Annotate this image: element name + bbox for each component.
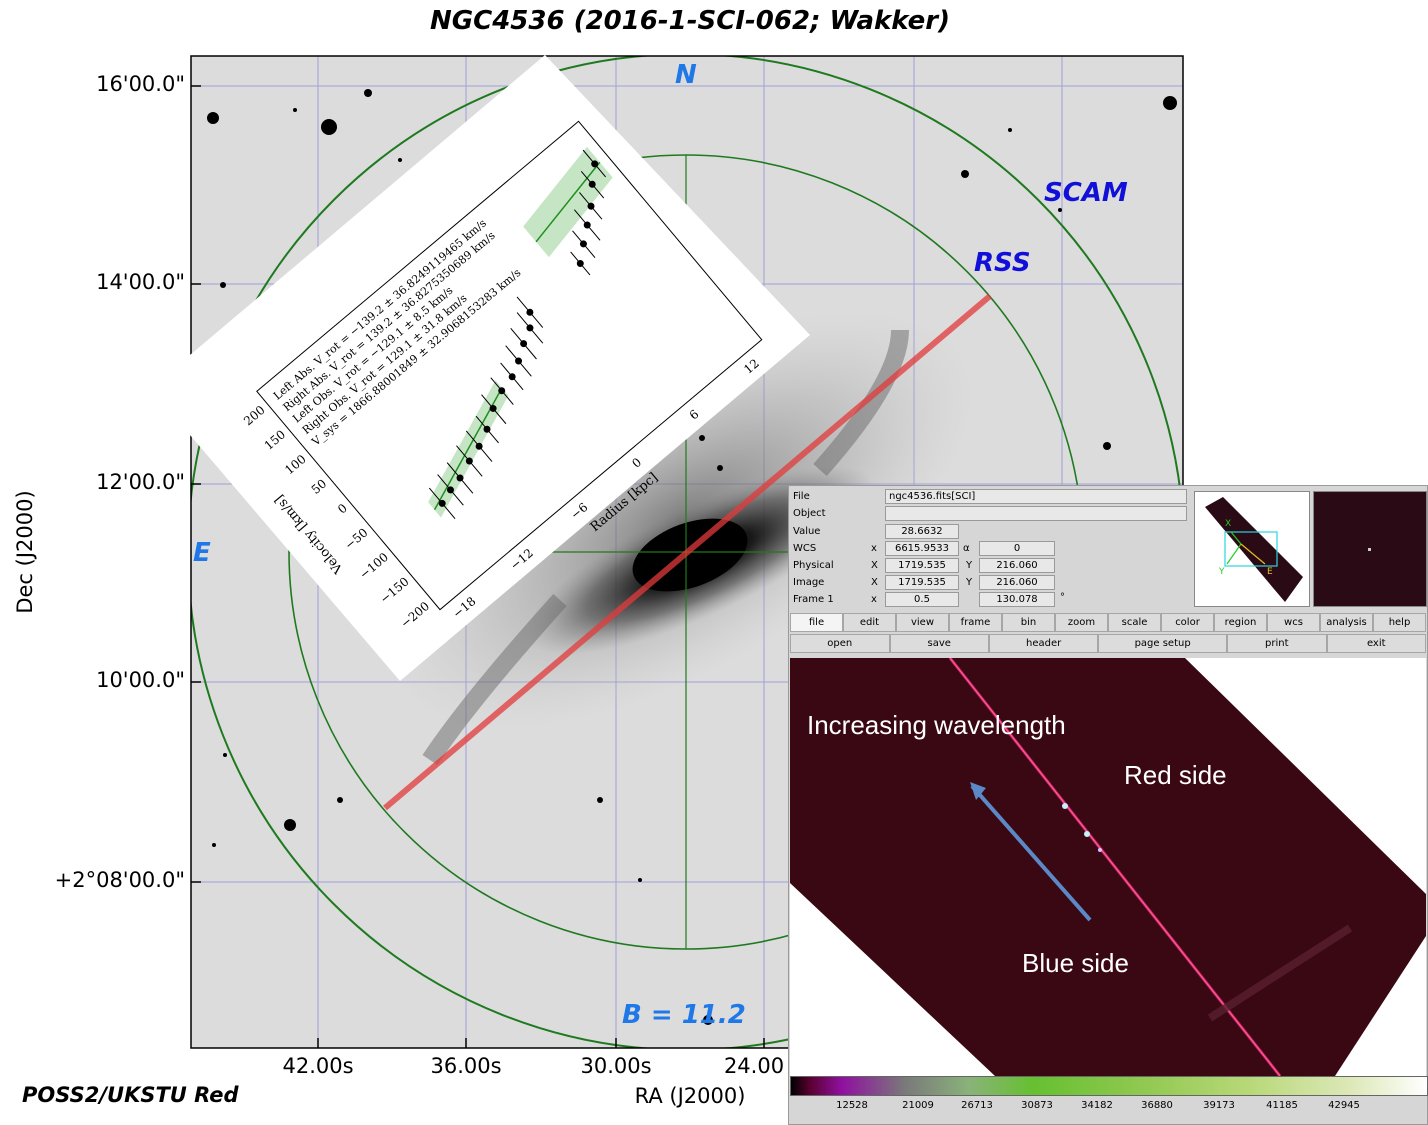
wcs-label: WCS	[793, 543, 817, 554]
print-button[interactable]: print	[1227, 634, 1327, 653]
rss-label: RSS	[974, 248, 1031, 278]
ds9-menu-bar: file edit view frame bin zoom scale colo…	[790, 613, 1426, 632]
physical-x-axis: X	[871, 560, 878, 571]
menu-zoom-button[interactable]: zoom	[1055, 613, 1108, 632]
x-tick-label: 24.00	[723, 1054, 785, 1078]
axis-ticks	[191, 85, 765, 1048]
x-axis-label: RA (J2000)	[634, 1084, 746, 1108]
menu-scale-button[interactable]: scale	[1108, 613, 1161, 632]
wcs-x-field: 6615.9533	[885, 541, 959, 556]
menu-analysis-button[interactable]: analysis	[1320, 613, 1373, 632]
wcs-alpha-symbol: α	[963, 543, 970, 554]
y-tick-label: +2°08'00.0"	[54, 868, 185, 892]
image-x-axis: X	[871, 577, 878, 588]
image-y-field: 216.060	[979, 575, 1055, 590]
wcs-x-axis: x	[871, 543, 877, 554]
ds9-submenu-bar: open save header page setup print exit	[790, 634, 1426, 653]
wcs-y-field: 0	[979, 541, 1055, 556]
object-label: Object	[793, 508, 826, 519]
magnitude-label: B = 11.2	[622, 1000, 746, 1030]
file-field: ngc4536.fits[SCI]	[885, 489, 1187, 504]
save-button[interactable]: save	[889, 634, 989, 653]
stars	[207, 89, 1177, 1025]
rss-slit	[383, 293, 992, 811]
menu-frame-button[interactable]: frame	[949, 613, 1002, 632]
colorbar-tick: 41185	[1266, 1100, 1298, 1111]
scam-label: SCAM	[1044, 178, 1128, 208]
image-label: Image	[793, 577, 825, 588]
ds9-window: File ngc4536.fits[SCI] Object Value 28.6…	[788, 485, 1428, 1125]
value-label: Value	[793, 526, 821, 537]
x-tick-label: 36.00s	[430, 1054, 502, 1078]
object-field	[885, 506, 1187, 521]
frame-x-axis: x	[871, 594, 877, 605]
frame-zoom-field: 0.5	[885, 592, 959, 607]
colorbar-tick: 26713	[961, 1100, 993, 1111]
blue-side-label: Blue side	[1022, 948, 1129, 978]
inset-plot-frame	[256, 120, 763, 611]
y-tick-label: 14'00.0"	[96, 270, 185, 294]
menu-help-button[interactable]: help	[1373, 613, 1426, 632]
menu-color-button[interactable]: color	[1161, 613, 1214, 632]
open-button[interactable]: open	[790, 634, 890, 653]
y-tick-label: 16'00.0"	[96, 72, 185, 96]
x-tick-label: 30.00s	[580, 1054, 652, 1078]
colorbar-tick: 12528	[836, 1100, 868, 1111]
menu-file-button[interactable]: file	[790, 613, 843, 632]
increasing-wavelength-label: Increasing wavelength	[807, 710, 1066, 740]
y-tick-label: 10'00.0"	[96, 668, 185, 692]
menu-edit-button[interactable]: edit	[843, 613, 896, 632]
exit-button[interactable]: exit	[1326, 634, 1426, 653]
colorbar-tick: 21009	[902, 1100, 934, 1111]
north-label: N	[675, 60, 697, 90]
panner-y-label: Y	[1218, 567, 1225, 577]
x-tick-label: 42.00s	[282, 1054, 354, 1078]
page-setup-button[interactable]: page setup	[1098, 634, 1227, 653]
menu-wcs-button[interactable]: wcs	[1267, 613, 1320, 632]
spectrum-frame	[790, 658, 1426, 1076]
y-axis-label: Dec (J2000)	[13, 490, 37, 614]
frame-label: Frame 1	[793, 594, 834, 605]
red-side-label: Red side	[1124, 760, 1227, 790]
wavelength-arrow-head	[970, 782, 986, 800]
colorbar[interactable]	[790, 1076, 1428, 1096]
emission-knot	[1084, 831, 1090, 837]
colorbar-tick: 42945	[1328, 1100, 1360, 1111]
physical-y-axis: Y	[966, 560, 973, 571]
survey-label: POSS2/UKSTU Red	[22, 1083, 239, 1107]
y-tick-label: 12'00.0"	[96, 470, 185, 494]
image-y-axis: Y	[966, 577, 973, 588]
menu-bin-button[interactable]: bin	[1002, 613, 1055, 632]
panner-e-label: E	[1267, 567, 1273, 577]
panner-x-label: X	[1225, 519, 1231, 529]
magnifier-view	[1313, 491, 1427, 607]
frame-angle-field: 130.078	[979, 592, 1055, 607]
degree-symbol: °	[1060, 592, 1065, 603]
menu-region-button[interactable]: region	[1214, 613, 1267, 632]
chart-title: NGC4536 (2016-1-SCI-062; Wakker)	[430, 6, 950, 36]
wavelength-arrow	[970, 784, 1092, 922]
rotation-curve-inset: Left Abs. V_rot = −139.2 ± 36.8249119465…	[190, 55, 810, 685]
value-field: 28.6632	[885, 524, 959, 539]
menu-view-button[interactable]: view	[896, 613, 949, 632]
header-button[interactable]: header	[989, 634, 1099, 653]
physical-label: Physical	[793, 560, 834, 571]
emission-knot	[1062, 803, 1068, 809]
ds9-image-canvas[interactable]: Increasing wavelength Red side Blue side	[790, 658, 1426, 1076]
east-label: E	[193, 538, 211, 568]
galaxy-arm	[422, 593, 567, 765]
colorbar-tick: 34182	[1081, 1100, 1113, 1111]
physical-x-field: 1719.535	[885, 558, 959, 573]
physical-y-field: 216.060	[979, 558, 1055, 573]
image-x-field: 1719.535	[885, 575, 959, 590]
rotation-curve-svg: Left Abs. V_rot = −139.2 ± 36.8249119465…	[190, 55, 810, 681]
file-label: File	[793, 491, 810, 502]
colorbar-tick: 36880	[1141, 1100, 1173, 1111]
colorbar-tick: 39173	[1203, 1100, 1235, 1111]
colorbar-tick: 30873	[1021, 1100, 1053, 1111]
panner-view[interactable]: X Y E	[1194, 491, 1310, 607]
data-points	[428, 149, 606, 519]
